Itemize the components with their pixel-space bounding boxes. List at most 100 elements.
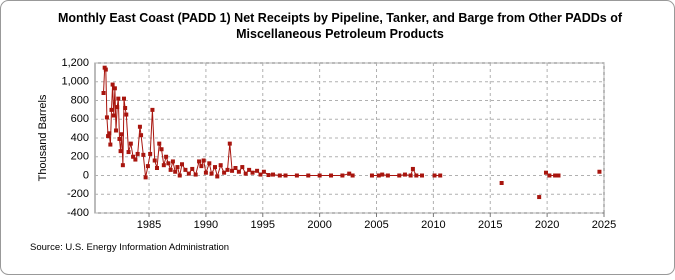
data-point [218,163,223,168]
data-point [277,173,282,178]
x-tick-label: 2000 [307,219,331,231]
data-point [107,131,112,136]
x-tick-label: 2020 [535,219,559,231]
data-point [380,172,385,177]
data-point [119,132,124,137]
data-point [556,173,561,178]
data-point [283,173,288,178]
data-point [261,169,266,174]
data-point [133,157,138,162]
data-point [116,96,121,101]
data-point [347,171,352,176]
data-point [108,142,113,147]
data-point [240,165,245,170]
x-tick-label: 1985 [137,219,161,231]
data-point [111,113,116,118]
data-point [101,91,106,95]
data-point [410,166,415,171]
x-tick-label: 1990 [194,219,218,231]
data-point [114,128,119,133]
x-tick-label: 1995 [251,219,275,231]
data-point [170,159,175,164]
data-point [543,170,548,175]
y-tick-label: 0 [83,169,89,181]
data-point [190,166,195,171]
data-point [150,107,155,112]
data-point [122,96,127,101]
y-tick-label: 1,000 [61,76,89,88]
data-point [145,164,150,169]
data-point [131,154,136,159]
data-point [175,165,180,170]
data-point [258,172,263,177]
data-point [104,115,109,120]
data-point [255,168,260,173]
y-tick-label: -400 [67,207,89,219]
data-point [499,181,504,185]
data-point [209,171,214,176]
data-point [271,172,276,177]
data-point [161,163,166,168]
x-tick-label: 2015 [478,219,502,231]
data-point [143,175,148,180]
data-point [222,170,227,175]
y-tick-label: 200 [71,151,89,163]
data-point [227,141,232,146]
data-point [266,173,271,178]
source: Source: U.S. Energy Information Administ… [30,242,229,253]
data-point [233,166,238,170]
data-point [420,173,425,178]
data-point [230,168,235,173]
data-point [157,141,162,146]
data-point [164,154,169,159]
data-point [340,173,345,178]
data-point [432,173,437,178]
data-point [154,166,159,170]
data-point [212,165,217,170]
data-point [397,173,402,178]
data-point [120,163,125,168]
data-point [207,161,212,166]
data-point [139,133,144,138]
data-point [168,167,173,172]
data-point [225,167,230,172]
data-point [547,173,552,178]
data-point [177,173,182,178]
data-point [201,158,206,163]
y-axis-label: Thousand Barrels [37,94,49,181]
data-point [180,162,185,167]
data-point [117,136,122,141]
y-tick-label: -200 [67,188,89,200]
chart-subtitle: Miscellaneous Petroleum Products [236,27,444,41]
data-point [128,141,133,146]
data-point [402,172,407,177]
data-point [329,173,334,178]
data-point [103,67,108,72]
data-point [152,158,157,163]
data-point [141,152,146,157]
data-point [112,86,117,91]
data-point [110,82,115,87]
data-point [236,169,241,174]
data-point [126,150,131,155]
x-tick-label: 2010 [421,219,445,231]
data-point [118,149,123,154]
data-point [247,167,252,172]
data-point [408,173,413,178]
data-point [350,173,355,178]
data-point [186,171,191,176]
data-point [317,173,322,178]
data-point [597,169,602,174]
y-tick-label: 800 [71,94,89,106]
chart-title: Monthly East Coast (PADD 1) Net Receipts… [58,11,623,25]
data-point [115,105,120,110]
data-point [306,173,311,178]
data-point [294,173,299,178]
data-point [199,164,204,169]
data-point [215,174,220,179]
data-point [243,171,248,176]
data-point [166,161,171,166]
data-point [197,159,202,164]
data-point [109,107,114,112]
